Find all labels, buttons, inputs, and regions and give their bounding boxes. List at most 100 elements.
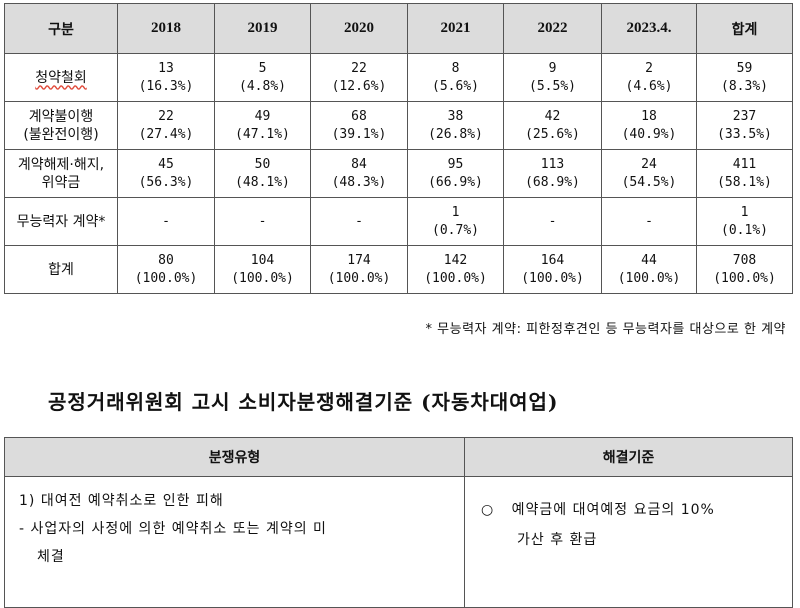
row-label-line: (불완전이행) bbox=[23, 126, 99, 143]
row-label: 무능력자 계약* bbox=[4, 197, 118, 246]
cell-count: 164 bbox=[540, 252, 565, 268]
cell-count: 113 bbox=[540, 156, 565, 172]
cell-percent: (26.8%) bbox=[428, 126, 483, 142]
cell-count: 38 bbox=[447, 108, 464, 124]
stats-cell: 13 (16.3%) bbox=[117, 53, 215, 102]
cell-percent: (100.0%) bbox=[231, 270, 294, 286]
stats-cell: 164 (100.0%) bbox=[503, 245, 602, 294]
stats-cell: - bbox=[117, 197, 215, 246]
stats-cell: 38 (26.8%) bbox=[407, 101, 504, 150]
cell-count: 1 bbox=[451, 204, 460, 220]
row-label-line: 합계 bbox=[48, 261, 74, 278]
stats-cell: 59 (8.3%) bbox=[696, 53, 793, 102]
cell-percent: (100.0%) bbox=[713, 270, 776, 286]
header-2022: 2022 bbox=[503, 3, 602, 54]
stats-cell: 45 (56.3%) bbox=[117, 149, 215, 198]
cell-percent: (100.0%) bbox=[134, 270, 198, 286]
stats-cell: 2 (4.6%) bbox=[601, 53, 697, 102]
header-2018: 2018 bbox=[117, 3, 215, 54]
cell-count: - bbox=[162, 213, 170, 229]
cell-count: 9 bbox=[548, 60, 557, 76]
cell-percent: (68.9%) bbox=[525, 174, 580, 190]
cell-percent: (25.6%) bbox=[525, 126, 580, 142]
cell-percent: (100.0%) bbox=[521, 270, 584, 286]
cell-count: 22 bbox=[158, 108, 174, 124]
cell-count: 411 bbox=[732, 156, 757, 172]
cell-percent: (4.6%) bbox=[625, 78, 673, 94]
cell-count: 24 bbox=[641, 156, 657, 172]
row-label-line: 계약해제·해지, bbox=[17, 156, 105, 173]
row-label-line: 계약불이행 bbox=[28, 108, 94, 125]
footnote: * 무능력자 계약: 피한정후견인 등 무능력자를 대상으로 한 계약 bbox=[425, 322, 786, 337]
cell-percent: (0.1%) bbox=[721, 222, 768, 238]
dispute-type-title: 1) 대여전 예약취소로 인한 피해 bbox=[19, 493, 224, 509]
stats-cell: 18 (40.9%) bbox=[601, 101, 697, 150]
resolution-text-2: 가산 후 환급 bbox=[517, 532, 598, 548]
cell-count: 174 bbox=[347, 252, 371, 268]
stats-cell: 44 (100.0%) bbox=[601, 245, 697, 294]
dispute-rules-table: 분쟁유형 해결기준 1) 대여전 예약취소로 인한 피해 - 사업자의 사정에 … bbox=[4, 437, 793, 608]
stats-cell: 5 (4.8%) bbox=[214, 53, 311, 102]
stats-cell: 22 (27.4%) bbox=[117, 101, 215, 150]
cell-count: 59 bbox=[736, 60, 753, 76]
cell-count: 80 bbox=[158, 252, 174, 268]
rules-header-row: 분쟁유형 해결기준 bbox=[4, 437, 793, 477]
dispute-type-detail-2: 체결 bbox=[37, 549, 65, 565]
cell-percent: (48.3%) bbox=[331, 174, 387, 190]
cell-percent: (39.1%) bbox=[331, 126, 387, 142]
row-label-line: 청약철회 bbox=[35, 69, 87, 86]
cell-percent: (5.6%) bbox=[432, 78, 479, 94]
stats-cell: 1 (0.7%) bbox=[407, 197, 504, 246]
header-2021: 2021 bbox=[407, 3, 504, 54]
cell-count: 95 bbox=[447, 156, 464, 172]
stats-cell: 237 (33.5%) bbox=[696, 101, 793, 150]
cell-percent: (66.9%) bbox=[428, 174, 483, 190]
stats-cell: 80 (100.0%) bbox=[117, 245, 215, 294]
cell-percent: (58.1%) bbox=[717, 174, 772, 190]
stats-row: 청약철회 13 (16.3%) 5 (4.8%) 22 (12.6%) 8 (5.6%) 9 (5.… bbox=[4, 53, 793, 102]
dispute-type-cell: 1) 대여전 예약취소로 인한 피해 - 사업자의 사정에 의한 예약취소 또는… bbox=[4, 476, 465, 608]
stats-cell: 174 (100.0%) bbox=[310, 245, 408, 294]
row-label-line: 무능력자 계약* bbox=[16, 213, 106, 230]
cell-count: 45 bbox=[158, 156, 174, 172]
stats-cell: 49 (47.1%) bbox=[214, 101, 311, 150]
resolution-line-1: ○ 예약금에 대여예정 요금의 10% bbox=[481, 495, 782, 525]
cell-count: 1 bbox=[740, 204, 749, 220]
stats-cell: 104 (100.0%) bbox=[214, 245, 311, 294]
stats-cell: 142 (100.0%) bbox=[407, 245, 504, 294]
cell-percent: (100.0%) bbox=[327, 270, 391, 286]
stats-cell: 708 (100.0%) bbox=[696, 245, 793, 294]
header-dispute-type: 분쟁유형 bbox=[4, 437, 465, 477]
cell-percent: (8.3%) bbox=[721, 78, 768, 94]
cell-count: 42 bbox=[544, 108, 561, 124]
stats-row: 무능력자 계약* - - - 1 (0.7%) - - 1 (0.1%) bbox=[4, 197, 793, 246]
dispute-type-detail-1: - 사업자의 사정에 의한 예약취소 또는 계약의 미 bbox=[19, 521, 327, 537]
stats-cell: - bbox=[503, 197, 602, 246]
stats-row: 계약불이행 (불완전이행) 22 (27.4%) 49 (47.1%) 68 (39.1%) 3… bbox=[4, 101, 793, 150]
cell-count: - bbox=[645, 213, 653, 229]
cell-count: 8 bbox=[451, 60, 460, 76]
cell-count: 2 bbox=[645, 60, 653, 76]
stats-cell: 8 (5.6%) bbox=[407, 53, 504, 102]
rules-row: 1) 대여전 예약취소로 인한 피해 - 사업자의 사정에 의한 예약취소 또는… bbox=[4, 476, 793, 608]
cell-percent: (56.3%) bbox=[138, 174, 194, 190]
stats-cell: - bbox=[601, 197, 697, 246]
header-2019: 2019 bbox=[214, 3, 311, 54]
stats-cell: 84 (48.3%) bbox=[310, 149, 408, 198]
cell-percent: (40.9%) bbox=[621, 126, 677, 142]
resolution-text-1: 예약금에 대여예정 요금의 10% bbox=[511, 502, 715, 518]
cell-percent: (33.5%) bbox=[717, 126, 772, 142]
header-2020: 2020 bbox=[310, 3, 408, 54]
stats-cell: 411 (58.1%) bbox=[696, 149, 793, 198]
cell-percent: (47.1%) bbox=[235, 126, 290, 142]
row-label-line: 위약금 bbox=[41, 174, 81, 191]
header-total: 합계 bbox=[696, 3, 793, 54]
cell-percent: (5.5%) bbox=[529, 78, 576, 94]
stats-cell: 95 (66.9%) bbox=[407, 149, 504, 198]
cell-count: 84 bbox=[351, 156, 367, 172]
cell-percent: (12.6%) bbox=[331, 78, 387, 94]
row-label: 청약철회 bbox=[4, 53, 118, 102]
cell-percent: (54.5%) bbox=[621, 174, 677, 190]
cell-count: 18 bbox=[641, 108, 657, 124]
row-label: 합계 bbox=[4, 245, 118, 294]
